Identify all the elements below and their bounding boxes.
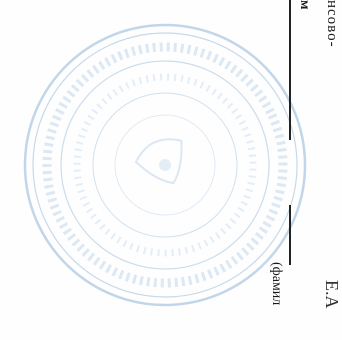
text-initials: Е.А [322,280,342,309]
seal-emblem-dot [159,159,171,171]
seal-inner-ring [92,92,238,238]
text-surname-label: (фамил [269,262,284,306]
seal-center-ring [114,114,216,216]
signature-line-top [289,0,291,140]
text-top-mid: м [297,0,312,10]
seal-mid-ring [60,60,270,270]
text-top-right: нсово- [324,0,340,48]
signature-line-bottom [289,205,291,265]
seal-emblem [134,138,183,185]
seal-inner-text-ring [73,73,257,257]
